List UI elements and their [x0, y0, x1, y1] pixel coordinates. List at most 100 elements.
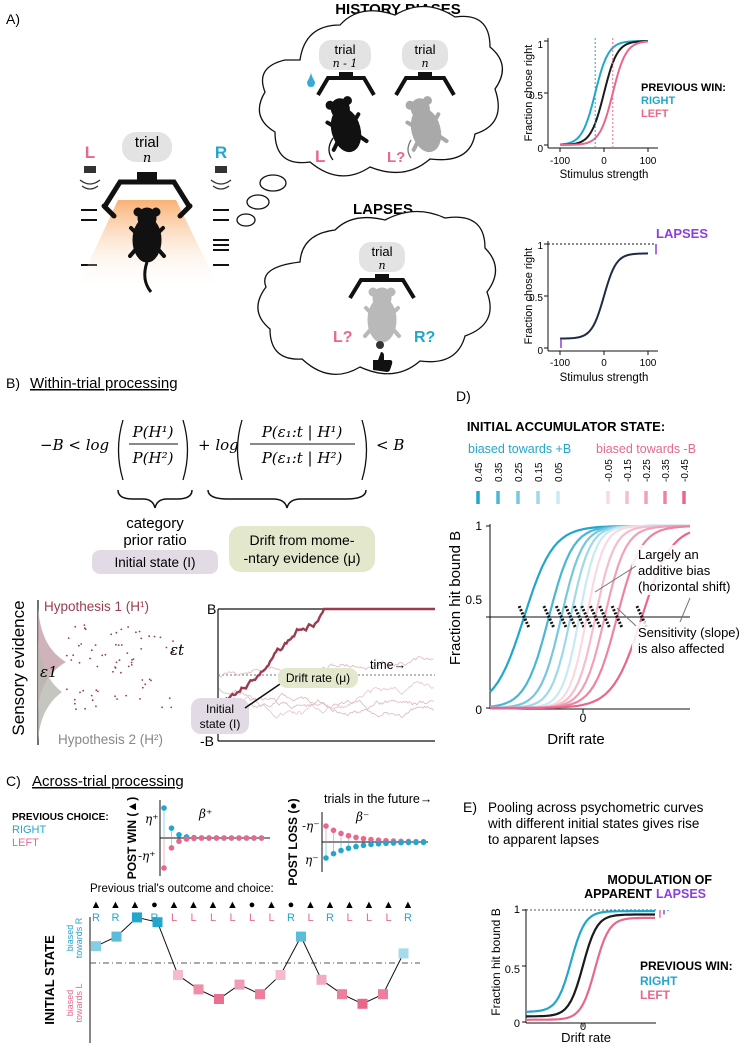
kernel-point	[168, 825, 175, 831]
state-marker	[398, 948, 409, 959]
arena-illustration: trial n L R	[76, 132, 232, 293]
hypothesis-1-label: Hypothesis 1 (H¹)	[44, 599, 149, 614]
midpoint-marker	[564, 605, 577, 629]
evidence-sample	[89, 657, 91, 660]
kernel-point	[368, 841, 374, 848]
panel-e-ytick-0: 0	[514, 1018, 520, 1030]
evidence-sample	[90, 649, 93, 652]
evidence-sample	[74, 625, 77, 628]
kernel-point	[161, 865, 167, 871]
modulation-line1: MODULATION OF	[607, 873, 712, 887]
evidence-sample	[67, 637, 70, 639]
lapse-stimulus-dot	[376, 341, 384, 349]
panel-e-title-3: to apparent lapses	[488, 832, 599, 847]
hypothesis-2-distribution	[38, 640, 62, 740]
lapses-ytick-0: 0	[537, 346, 543, 357]
panel-d-ytick-05: 0.5	[465, 593, 482, 607]
panel-d-title: INITIAL ACCUMULATOR STATE:	[467, 419, 665, 434]
legend-label-0.15: 0.15	[534, 462, 545, 482]
faint-trace	[218, 687, 434, 711]
kernel-point	[323, 855, 329, 861]
lapses-chart: Fraction chose right Stimulus strength -…	[523, 226, 708, 384]
post-win-kernel-points	[161, 805, 265, 871]
history-chart: Fraction chose right Stimulus strength -…	[523, 38, 726, 181]
trial-pill	[122, 132, 172, 162]
choice-label: R	[287, 912, 295, 924]
outcome-marker: ▲	[325, 899, 336, 911]
lapse-trial-word: trial	[372, 244, 393, 259]
choice-label: R	[92, 912, 100, 924]
prev-choice-right: RIGHT	[12, 824, 47, 836]
history-xlabel: Stimulus strength	[560, 169, 649, 181]
kernel-point	[213, 835, 220, 841]
prev-trial-n: n - 1	[333, 57, 358, 70]
state-marker	[234, 979, 245, 990]
outcome-marker: ●	[288, 899, 295, 911]
trial-n: n	[143, 151, 151, 166]
evidence-sample	[84, 627, 86, 630]
state-marker	[91, 941, 101, 952]
outcome-marker: ▲	[344, 899, 355, 911]
evidence-sample	[127, 626, 129, 628]
state-trajectory	[95, 916, 404, 1005]
panel-b-label: B)	[6, 375, 20, 391]
post-loss-kernel-points	[323, 823, 427, 861]
panel-d-ylabel: Fraction hit bound B	[447, 531, 464, 665]
history-ytick-05: 0.5	[529, 91, 543, 102]
history-ytick-1: 1	[537, 40, 543, 51]
psychometric-curve-series-0	[559, 252, 649, 340]
legend-label-0.45: 0.45	[474, 462, 485, 482]
psychometric-curve-left	[559, 40, 649, 146]
outcome-marker: ▲	[208, 899, 219, 911]
faint-trace	[218, 700, 434, 719]
midpoint-marker	[572, 605, 586, 629]
initial-state-legend: 0.45 0.35 0.25 0.15 0.05 -0.05 -0.15 -0.25 -0.35…	[474, 459, 691, 504]
biased-l-line1: biased	[65, 990, 75, 1017]
state-marker	[214, 994, 224, 1004]
kernel-point	[338, 830, 344, 837]
outcome-marker: ●	[151, 899, 158, 911]
panel-e-legend-right: RIGHT	[640, 974, 678, 988]
state-marker	[193, 984, 204, 995]
kernel-point	[398, 839, 404, 846]
prior-brace	[117, 489, 193, 509]
thumbs-up-icon	[373, 352, 393, 372]
midpoint-marker	[589, 605, 602, 629]
kernel-point	[228, 835, 235, 841]
post-win-eta-bottom: -η⁺	[138, 849, 156, 863]
panel-e-label: E)	[463, 799, 477, 815]
biased-r-line1: biased	[65, 925, 75, 952]
panel-d: D) INITIAL ACCUMULATOR STATE: biased tow…	[447, 388, 740, 748]
legend-label--0.05: -0.05	[604, 459, 615, 482]
panel-e-title-2: with different initial states gives rise	[487, 816, 699, 831]
state-marker	[255, 989, 265, 1000]
panel-b-title: Within-trial processing	[30, 375, 178, 392]
panel-e-ylabel: Fraction hit bound B	[489, 908, 503, 1015]
kernel-point	[191, 835, 197, 842]
kernel-point	[176, 838, 182, 845]
trial-word: trial	[135, 134, 159, 151]
choice-label: L	[307, 912, 313, 924]
drift-box-line1: Drift from mome-	[250, 532, 355, 548]
evidence-sample	[94, 644, 97, 646]
evidence-sample	[66, 688, 68, 691]
midpoint-marker	[517, 605, 531, 629]
pooled-curve-left	[526, 916, 655, 1021]
outcome-marker: ▲	[130, 899, 141, 911]
eq-den1: P(H²)	[132, 449, 174, 467]
group-minus-label: biased towards -B	[596, 442, 696, 456]
annotation-pointer-3	[679, 597, 691, 623]
kernel-point	[338, 847, 344, 854]
annotation-pointer-1	[594, 565, 637, 593]
kernel-point	[390, 840, 397, 846]
lapse-scene: trial n L? R?	[333, 242, 435, 372]
kernel-point	[258, 835, 265, 841]
state-marker	[152, 917, 163, 928]
panel-e-legend-title: PREVIOUS WIN:	[640, 959, 733, 973]
annotation-line1: Largely an	[638, 547, 699, 562]
evidence-sample	[95, 689, 98, 692]
post-loss-kernel: POST LOSS (●) -η⁻ η⁻ β⁻ trials in the fu…	[286, 792, 432, 886]
drift-rate-tag-label: Drift rate (μ)	[286, 671, 350, 685]
outcome-marker: ▲	[91, 899, 102, 911]
evidence-sample	[130, 661, 133, 664]
